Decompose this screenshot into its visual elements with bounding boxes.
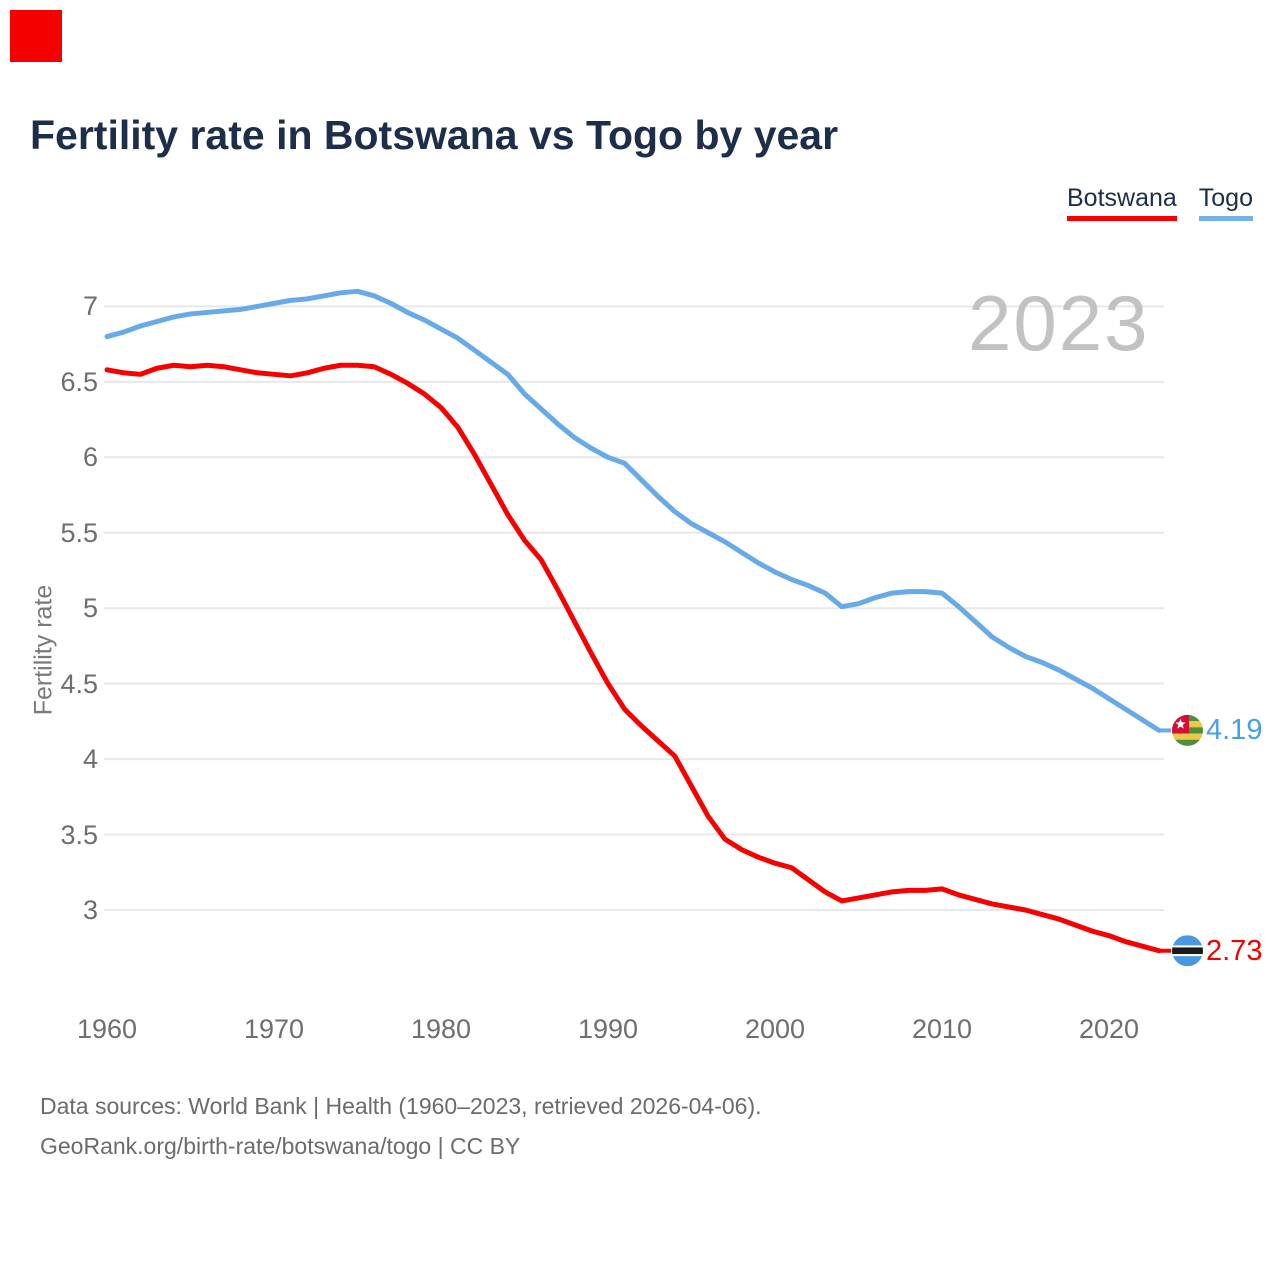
x-tick-label: 1970 [243,1014,305,1044]
series-line-togo [104,288,1162,733]
y-tick-label: 3.5 [60,819,98,850]
legend-item-botswana[interactable]: Botswana [1066,184,1177,221]
togo-flag-icon [1172,714,1203,746]
x-tick-label: 2020 [1078,1014,1140,1044]
y-tick-label: 5 [82,593,98,624]
footer-source-line: Data sources: World Bank | Health (1960–… [40,1093,762,1119]
legend: Botswana Togo [1066,184,1253,221]
botswana-flag-icon [1172,935,1203,967]
series-line-botswana [104,362,1162,954]
y-tick-label: 7 [82,291,98,322]
y-tick-label: 4 [82,744,98,775]
footer-attribution-line: GeoRank.org/birth-rate/botswana/togo | C… [40,1133,521,1159]
x-tick-label: 2010 [911,1014,973,1044]
y-tick-label: 5.5 [60,517,98,548]
y-tick-label: 6.5 [60,366,98,397]
y-tick-label: 3 [82,895,98,925]
year-watermark: 2023 [968,279,1150,367]
gridlines [104,305,1164,911]
y-tick-label: 6 [82,442,98,473]
page-title: Fertility rate in Botswana vs Togo by ye… [30,112,839,158]
red-marker-square [10,10,62,62]
x-tick-label: 1960 [76,1014,138,1044]
legend-label-togo: Togo [1198,184,1253,212]
legend-label-botswana: Botswana [1066,184,1177,212]
y-tick-label: 4.5 [60,668,98,699]
end-label-botswana: 2.73 [1206,934,1263,967]
end-label-togo: 4.19 [1206,714,1263,747]
x-tick-label: 1990 [577,1014,639,1044]
flag-markers [1172,714,1203,967]
series-lines [104,288,1171,954]
x-tick-label: 1980 [410,1014,472,1044]
footer: Data sources: World Bank | Health (1960–… [40,1086,762,1166]
legend-item-togo[interactable]: Togo [1198,184,1253,221]
x-tick-label: 2000 [744,1014,806,1044]
